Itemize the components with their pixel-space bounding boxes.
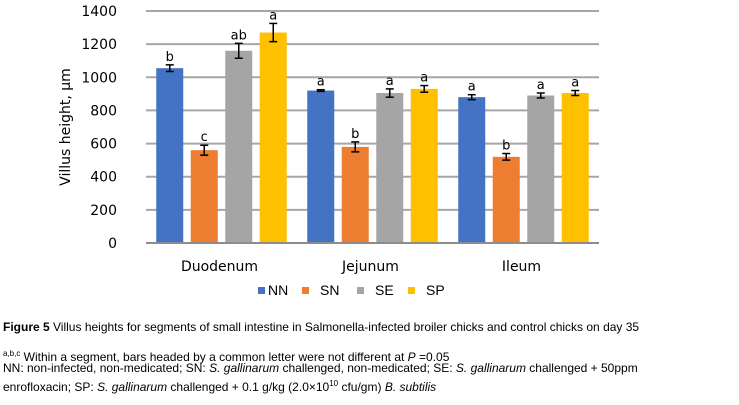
y-tick-label: 1400 [81,4,117,20]
legend-label-sn: SN [320,282,339,298]
category-label: Ileum [502,259,541,275]
bar-sp-jejunum [410,88,438,242]
abbr-sn: challenged, non-medicated; SE: [279,361,456,375]
significance-letter: b [351,127,359,142]
legend-swatch-se [357,287,364,294]
bar-se-jejunum [376,93,404,243]
species-name: S. gallinarum [209,361,280,375]
y-tick-label: 600 [90,137,117,153]
gridlines [146,10,599,244]
significance-letter: b [166,50,174,65]
bar-nn-duodenum [156,68,184,243]
category-label: Jejunum [341,259,399,275]
significance-letter: a [317,75,325,90]
note-p-value: =0.05 [415,350,450,364]
bar-se-duodenum [225,50,253,243]
significance-letter: a [571,76,579,91]
abbr-se-end: enrofloxacin; SP: [3,380,98,394]
y-tick-labels: 0 200 400 600 800 1000 1200 1400 [81,4,117,252]
significance-letter: b [502,139,510,154]
species-name: S. gallinarum [455,361,526,375]
y-tick-label: 400 [90,170,117,186]
significance-note: a,b,c Within a segment, bars headed by a… [3,346,449,365]
note-text: Within a segment, bars headed by a commo… [20,350,408,364]
bars [156,32,589,243]
y-tick-label: 0 [108,236,117,252]
bar-sn-ileum [492,156,520,242]
figure-label: Figure 5 [3,320,50,334]
note-p: P [407,350,416,364]
exponent: 10 [329,379,339,388]
legend-swatch-nn [258,287,265,294]
abbr-sp-end: cfu/gm) [338,380,385,394]
legend-swatch-sn [302,287,309,294]
bar-sn-jejunum [341,146,369,242]
abbreviations-line-2: enrofloxacin; SP: S. gallinarum challeng… [3,376,436,395]
note-superscript: a,b,c [3,349,21,358]
category-label: Duodenum [181,259,258,275]
y-tick-label: 1000 [81,70,117,86]
bar-sp-ileum [561,93,589,243]
y-tick-label: 1200 [81,37,117,53]
y-tick-label: 800 [90,103,117,119]
bsubtilis-name: B. subtilis [384,380,437,394]
bar-se-ileum [527,95,555,242]
abbr-se: challenged + 50ppm [525,361,638,375]
bar-nn-ileum [458,97,486,243]
bar-nn-jejunum [307,90,335,243]
bar-sn-duodenum [190,150,218,242]
abbr-nn: NN: non-infected, non-medicated; SN: [3,361,210,375]
abbreviations-line-1: NN: non-infected, non-medicated; SN: S. … [3,361,638,376]
y-tick-label: 200 [90,203,117,219]
significance-letter: a [420,71,428,86]
legend-label-se: SE [375,282,394,298]
error-bars [165,22,580,161]
figure-title: Villus heights for segments of small int… [49,320,640,334]
bar-sp-duodenum [259,32,287,242]
significance-letter: a [468,80,476,95]
significance-letter: a [537,78,545,93]
legend: NN SN SE SP [258,282,445,298]
legend-swatch-sp [408,287,415,294]
species-name: S. gallinarum [97,380,168,394]
y-axis-title: Villus height, µm [58,68,74,186]
significance-letter: a [386,74,394,89]
legend-label-sp: SP [426,282,445,298]
category-labels: Duodenum Jejunum Ileum [181,259,541,275]
abbr-sp: challenged + 0.1 g/kg (2.0×10 [167,380,330,394]
legend-label-nn: NN [268,282,288,298]
significance-letter: ab [231,28,247,43]
figure-caption: Figure 5 Villus heights for segments of … [3,320,639,335]
significance-letter: a [269,8,277,23]
significance-letter: c [201,130,208,145]
